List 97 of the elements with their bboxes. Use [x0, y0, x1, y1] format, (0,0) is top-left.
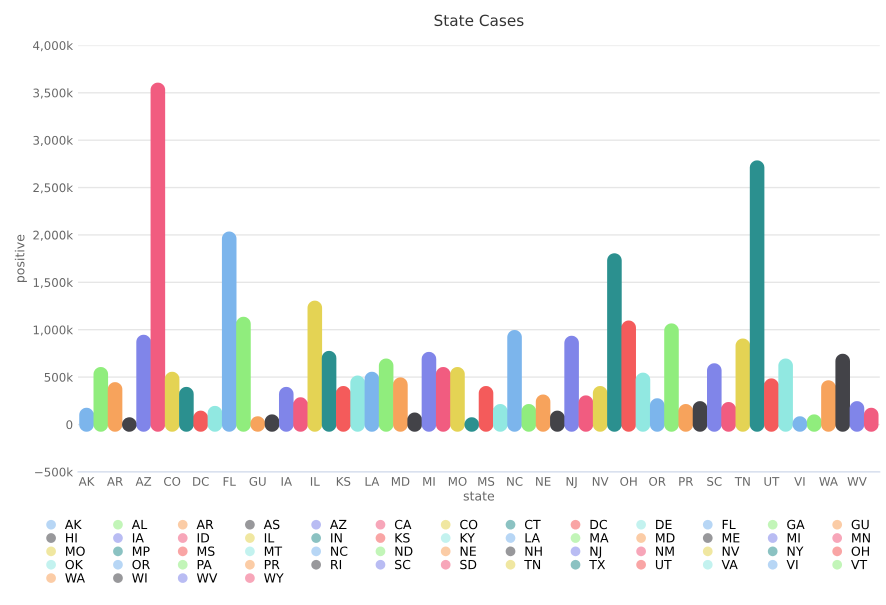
legend-label: RI: [331, 560, 342, 570]
legend-label: NM: [656, 546, 674, 556]
legend-label: NC: [331, 546, 348, 556]
legend-label: HI: [66, 533, 77, 542]
x-tick-label: AK: [78, 477, 95, 486]
x-tick-label: NE: [536, 477, 550, 486]
x-tick-label: LA: [366, 477, 380, 486]
legend-label: TN: [524, 560, 540, 570]
y-tick-label: 4,000k: [33, 40, 74, 52]
legend-label: NV: [722, 546, 740, 556]
legend-label: IA: [132, 533, 144, 542]
x-tick-label: WA: [819, 477, 838, 486]
y-tick-label: −500k: [35, 467, 74, 477]
x-tick-label: NC: [507, 476, 522, 486]
legend-label: WI: [132, 573, 147, 582]
x-tick-label: SC: [707, 476, 722, 486]
y-tick-label: 1,000k: [34, 325, 74, 336]
legend-label: MD: [656, 533, 675, 542]
legend-label: OH: [852, 546, 869, 556]
legend-label: ME: [722, 533, 740, 542]
x-tick-label: AZ: [136, 477, 152, 486]
legend-label: FL: [722, 520, 736, 530]
legend-label: MT: [264, 546, 282, 556]
x-tick-label: TN: [734, 477, 750, 486]
x-tick-label: IA: [282, 477, 292, 486]
x-tick-label: MS: [478, 476, 494, 486]
legend-label: DC: [590, 520, 607, 530]
legend-label: GA: [787, 520, 805, 530]
y-tick-label: 2,500k: [33, 183, 74, 194]
x-tick-label: UT: [764, 477, 780, 486]
x-tick-label: DC: [193, 476, 209, 486]
x-tick-label: IL: [310, 477, 320, 486]
y-tick-label: 3,500k: [33, 88, 74, 99]
x-tick-label: MO: [448, 476, 467, 486]
legend-label: OR: [132, 560, 150, 570]
legend-label: AR: [196, 520, 214, 530]
x-tick-label: PR: [679, 477, 694, 486]
x-tick-label: CO: [164, 476, 180, 486]
legend-label: MN: [852, 533, 870, 542]
y-tick-label: 3,000k: [33, 136, 74, 146]
legend-label: KY: [460, 533, 475, 542]
legend-label: VI: [786, 560, 798, 570]
legend-label: AS: [264, 520, 280, 530]
legend-label: TX: [589, 560, 606, 570]
legend-label: WY: [264, 573, 284, 582]
y-tick-label: 2,000k: [33, 230, 74, 241]
legend-label: LA: [525, 533, 540, 542]
x-tick-label: FL: [224, 477, 236, 486]
legend-label: AZ: [330, 520, 346, 530]
x-tick-label: KS: [336, 476, 350, 486]
legend-label: NJ: [590, 546, 602, 558]
legend-label: CT: [524, 520, 541, 530]
legend-label: MS: [198, 546, 215, 556]
x-tick-label: NV: [592, 477, 609, 486]
x-axis-title: state: [464, 492, 494, 501]
x-tick-label: WV: [847, 477, 867, 486]
legend-label: CO: [460, 520, 478, 530]
legend-label: MO: [66, 546, 85, 556]
legend-label: NH: [525, 546, 542, 556]
legend-label: SC: [395, 560, 410, 570]
x-tick-label: MI: [423, 477, 435, 486]
legend-label: GU: [852, 520, 869, 530]
y-tick-label: 0: [66, 420, 72, 430]
legend-label: AL: [132, 520, 148, 530]
y-axis-title: positive: [14, 234, 27, 282]
legend-label: CA: [394, 520, 412, 530]
x-tick-label: OH: [620, 476, 637, 486]
x-tick-label: OR: [649, 476, 666, 486]
legend-label: MP: [132, 546, 150, 556]
x-tick-label: VI: [794, 477, 805, 486]
legend-label: KS: [395, 533, 410, 543]
y-tick-label: 500k: [44, 372, 74, 382]
legend-label: PR: [264, 560, 280, 570]
legend-label: SD: [460, 560, 476, 570]
chart-title: State Cases: [434, 14, 524, 26]
x-tick-label: GU: [250, 476, 266, 486]
legend-label: PA: [198, 560, 212, 570]
legend-label: NE: [460, 546, 476, 556]
legend-label: ID: [198, 533, 210, 542]
legend-label: OK: [66, 560, 84, 570]
legend-label: IN: [331, 533, 342, 542]
legend-label: MA: [590, 533, 608, 542]
y-tick-label: 1,500k: [34, 278, 74, 288]
legend-label: AK: [64, 520, 82, 530]
legend-label: WA: [65, 573, 85, 582]
legend-label: ND: [395, 546, 412, 556]
legend-label: UT: [656, 560, 672, 570]
legend-label: VA: [722, 560, 738, 570]
legend-label: NY: [788, 546, 804, 556]
legend-label: MI: [788, 533, 800, 542]
legend-label: IL: [264, 533, 274, 542]
legend-label: VT: [851, 560, 868, 570]
legend-label: WV: [196, 573, 218, 582]
x-tick-label: MD: [392, 477, 410, 486]
x-tick-label: AR: [107, 477, 123, 486]
legend-label: DE: [656, 520, 672, 530]
x-tick-label: NJ: [566, 477, 577, 488]
